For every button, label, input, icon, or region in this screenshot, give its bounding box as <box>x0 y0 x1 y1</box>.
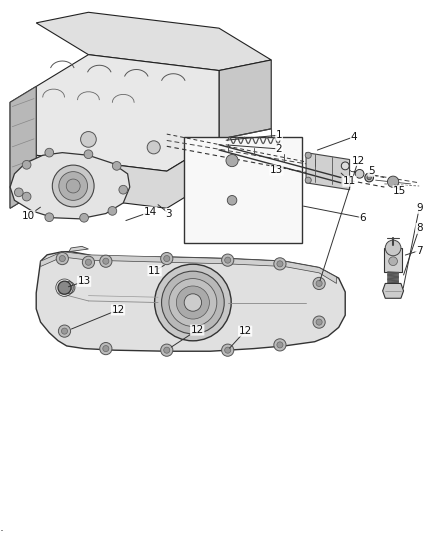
Text: 7: 7 <box>416 246 423 256</box>
Text: 12: 12 <box>111 305 125 315</box>
Polygon shape <box>385 248 402 272</box>
Circle shape <box>22 192 31 201</box>
Text: 12: 12 <box>352 156 365 166</box>
Polygon shape <box>306 152 350 190</box>
Circle shape <box>59 172 88 200</box>
Circle shape <box>155 264 231 341</box>
Circle shape <box>61 328 67 334</box>
Polygon shape <box>69 246 88 252</box>
Circle shape <box>274 339 286 351</box>
Polygon shape <box>36 140 219 208</box>
Circle shape <box>103 258 109 264</box>
Text: 11: 11 <box>343 176 356 186</box>
Circle shape <box>100 255 112 267</box>
Circle shape <box>52 165 94 207</box>
Circle shape <box>164 347 170 353</box>
Text: 12: 12 <box>238 326 252 336</box>
Text: 3: 3 <box>166 208 172 219</box>
Text: 9: 9 <box>416 203 423 213</box>
Text: 14: 14 <box>144 207 157 217</box>
Circle shape <box>222 344 234 356</box>
Circle shape <box>316 319 322 325</box>
Circle shape <box>365 173 374 182</box>
Text: 4: 4 <box>350 132 357 142</box>
Circle shape <box>80 213 88 222</box>
Polygon shape <box>36 12 271 70</box>
Circle shape <box>161 344 173 356</box>
Circle shape <box>59 255 65 262</box>
Circle shape <box>388 176 399 188</box>
Circle shape <box>58 281 71 294</box>
Circle shape <box>169 279 217 326</box>
Circle shape <box>184 294 201 311</box>
Text: 15: 15 <box>393 186 406 196</box>
Polygon shape <box>10 152 130 219</box>
Polygon shape <box>36 55 219 171</box>
Circle shape <box>161 253 173 265</box>
Circle shape <box>81 132 96 147</box>
Text: 11: 11 <box>148 266 161 276</box>
Text: 13: 13 <box>270 165 283 175</box>
Circle shape <box>222 254 234 266</box>
Circle shape <box>66 285 72 290</box>
Bar <box>184 137 302 243</box>
Circle shape <box>341 162 349 170</box>
Polygon shape <box>383 284 403 298</box>
Polygon shape <box>10 86 36 208</box>
Circle shape <box>84 150 93 159</box>
Circle shape <box>316 280 322 287</box>
Circle shape <box>313 277 325 289</box>
Circle shape <box>14 188 23 197</box>
Text: 8: 8 <box>416 223 423 233</box>
Text: 6: 6 <box>359 213 366 223</box>
Circle shape <box>63 281 75 294</box>
Polygon shape <box>41 252 336 284</box>
Polygon shape <box>36 252 345 351</box>
Circle shape <box>277 261 283 267</box>
Circle shape <box>162 271 224 334</box>
Circle shape <box>66 179 80 193</box>
Circle shape <box>225 257 231 263</box>
Circle shape <box>389 257 397 265</box>
Circle shape <box>274 258 286 270</box>
Circle shape <box>177 286 209 319</box>
Circle shape <box>22 160 31 169</box>
Circle shape <box>227 196 237 205</box>
Circle shape <box>113 161 121 170</box>
Circle shape <box>82 256 95 268</box>
Circle shape <box>58 325 71 337</box>
Text: 1: 1 <box>276 130 283 140</box>
Circle shape <box>45 148 53 157</box>
Circle shape <box>85 259 92 265</box>
Text: 5: 5 <box>368 166 374 176</box>
Circle shape <box>119 185 127 194</box>
Circle shape <box>100 343 112 354</box>
Polygon shape <box>10 86 36 208</box>
Circle shape <box>305 177 311 183</box>
Circle shape <box>56 253 68 265</box>
Circle shape <box>305 152 311 158</box>
Circle shape <box>45 213 53 222</box>
Circle shape <box>103 345 109 352</box>
Text: 13: 13 <box>78 276 91 286</box>
Circle shape <box>385 240 401 256</box>
Text: 12: 12 <box>191 325 204 335</box>
Circle shape <box>164 255 170 262</box>
Text: 2: 2 <box>276 144 283 154</box>
Text: 10: 10 <box>22 211 35 221</box>
Circle shape <box>225 347 231 353</box>
Circle shape <box>147 141 160 154</box>
Polygon shape <box>219 60 271 140</box>
Circle shape <box>355 169 364 178</box>
Circle shape <box>313 316 325 328</box>
Circle shape <box>277 342 283 348</box>
Circle shape <box>226 155 238 167</box>
Circle shape <box>108 207 117 215</box>
Circle shape <box>367 175 371 180</box>
